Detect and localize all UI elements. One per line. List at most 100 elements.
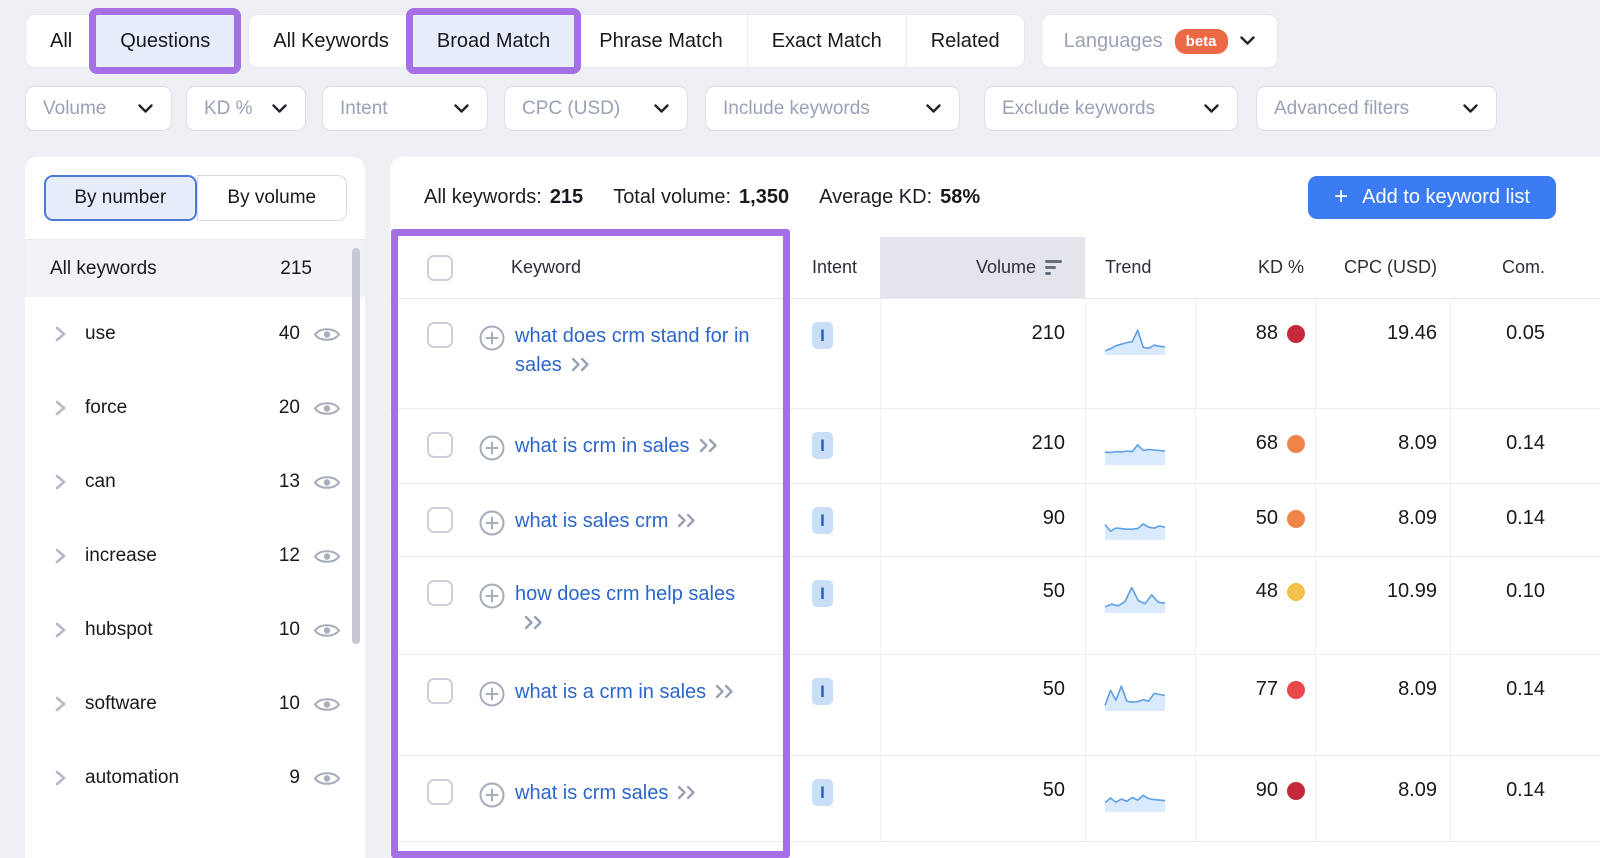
select-all-checkbox[interactable] xyxy=(427,254,453,281)
kd-value: 68 xyxy=(1255,432,1278,454)
keyword-link[interactable]: what is crm sales xyxy=(515,782,669,804)
filter-advanced[interactable]: Advanced filters xyxy=(1256,86,1497,131)
table-header: Keyword Intent Volume Trend KD % CPC (US… xyxy=(390,237,1600,299)
open-keyword-icon[interactable] xyxy=(524,615,546,630)
sidebar-item-force[interactable]: force 20 xyxy=(25,371,365,445)
eye-icon[interactable] xyxy=(313,325,341,344)
sidebar-item-software[interactable]: software 10 xyxy=(25,667,365,741)
open-keyword-icon[interactable] xyxy=(677,785,699,800)
intent-badge-informational: I xyxy=(812,507,833,534)
chevron-right-icon xyxy=(55,474,66,490)
header-volume[interactable]: Volume xyxy=(880,237,1085,298)
add-to-keyword-list-button[interactable]: + Add to keyword list xyxy=(1308,175,1556,219)
header-com: Com. xyxy=(1501,257,1545,277)
average-kd-value: 58% xyxy=(940,185,981,208)
filter-volume[interactable]: Volume xyxy=(25,86,172,131)
filter-include-keywords[interactable]: Include keywords xyxy=(705,86,960,131)
add-keyword-icon[interactable] xyxy=(478,680,506,708)
add-keyword-icon[interactable] xyxy=(478,582,506,610)
add-keyword-icon[interactable] xyxy=(478,781,506,809)
trend-sparkline xyxy=(1104,432,1166,466)
volume-value: 50 xyxy=(880,557,1085,654)
add-keyword-icon[interactable] xyxy=(478,324,506,352)
kd-dot xyxy=(1287,782,1305,800)
table-row: what is a crm in sales I 50 77 8.09 0.14 xyxy=(390,655,1600,756)
eye-icon[interactable] xyxy=(313,473,341,492)
com-value: 0.10 xyxy=(1450,557,1550,654)
row-checkbox[interactable] xyxy=(427,580,453,606)
keyword-link[interactable]: what is sales crm xyxy=(515,510,669,532)
eye-icon[interactable] xyxy=(313,621,341,640)
eye-icon[interactable] xyxy=(313,695,341,714)
row-checkbox[interactable] xyxy=(427,322,453,348)
row-checkbox[interactable] xyxy=(427,432,453,458)
add-keyword-icon[interactable] xyxy=(478,434,506,462)
row-checkbox[interactable] xyxy=(427,678,453,704)
sort-toggle: By number By volume xyxy=(44,175,347,221)
keyword-results-panel: All keywords: 215 Total volume: 1,350 Av… xyxy=(390,157,1600,858)
filter-exclude-keywords[interactable]: Exclude keywords xyxy=(984,86,1238,131)
kd-value: 50 xyxy=(1255,507,1278,529)
volume-value: 90 xyxy=(880,484,1085,556)
sort-descending-icon xyxy=(1045,260,1062,275)
sidebar-scrollbar[interactable] xyxy=(352,248,360,644)
kd-value: 77 xyxy=(1255,678,1278,700)
sidebar-item-all-keywords[interactable]: All keywords 215 xyxy=(25,240,365,297)
cpc-value: 8.09 xyxy=(1315,484,1450,556)
filter-intent[interactable]: Intent xyxy=(322,86,488,131)
group-count: 13 xyxy=(278,471,300,492)
open-keyword-icon[interactable] xyxy=(677,513,699,528)
eye-icon[interactable] xyxy=(313,547,341,566)
row-checkbox[interactable] xyxy=(427,507,453,533)
chevron-down-icon xyxy=(1204,103,1219,113)
header-trend: Trend xyxy=(1105,257,1152,277)
tab-questions[interactable]: Questions xyxy=(89,8,242,74)
trend-sparkline xyxy=(1104,507,1166,541)
total-volume-value: 1,350 xyxy=(739,185,790,208)
chevron-right-icon xyxy=(55,400,66,416)
kd-value: 88 xyxy=(1255,322,1278,344)
table-row: what is sales crm I 90 50 8.09 0.14 xyxy=(390,484,1600,557)
open-keyword-icon[interactable] xyxy=(715,684,737,699)
chevron-right-icon xyxy=(55,326,66,342)
kd-dot xyxy=(1287,681,1305,699)
tab-all-keywords[interactable]: All Keywords xyxy=(249,15,413,67)
tab-exact-match[interactable]: Exact Match xyxy=(746,15,906,67)
match-tabs-group: All Keywords Broad Match Phrase Match Ex… xyxy=(248,8,1025,74)
sidebar-item-hubspot[interactable]: hubspot 10 xyxy=(25,593,365,667)
sidebar-item-use[interactable]: use 40 xyxy=(25,297,365,371)
toggle-by-number[interactable]: By number xyxy=(44,175,197,221)
chevron-right-icon xyxy=(55,696,66,712)
header-cpc: CPC (USD) xyxy=(1344,257,1437,277)
group-count: 12 xyxy=(278,545,300,566)
toggle-by-volume[interactable]: By volume xyxy=(196,175,347,221)
chevron-right-icon xyxy=(55,622,66,638)
sidebar-item-can[interactable]: can 13 xyxy=(25,445,365,519)
tab-related[interactable]: Related xyxy=(905,15,1024,67)
languages-dropdown[interactable]: Languages beta xyxy=(1040,14,1278,68)
keyword-link[interactable]: how does crm help sales xyxy=(515,583,736,605)
row-checkbox[interactable] xyxy=(427,779,453,805)
sidebar-item-increase[interactable]: increase 12 xyxy=(25,519,365,593)
keyword-link[interactable]: what does crm stand for in sales xyxy=(515,325,750,376)
table-row: what does crm stand for in sales I 210 8… xyxy=(390,299,1600,409)
tab-broad-match[interactable]: Broad Match xyxy=(405,8,582,74)
open-keyword-icon[interactable] xyxy=(699,438,721,453)
cpc-value: 8.09 xyxy=(1315,655,1450,755)
eye-icon[interactable] xyxy=(313,769,341,788)
kd-value: 48 xyxy=(1255,580,1278,602)
keyword-link[interactable]: what is a crm in sales xyxy=(515,681,707,703)
tab-phrase-match[interactable]: Phrase Match xyxy=(574,15,746,67)
add-keyword-icon[interactable] xyxy=(478,509,506,537)
intent-badge-informational: I xyxy=(812,322,833,349)
cpc-value: 10.99 xyxy=(1315,557,1450,654)
filter-kd[interactable]: KD % xyxy=(186,86,306,131)
volume-value: 50 xyxy=(880,756,1085,841)
sidebar-item-automation[interactable]: automation 9 xyxy=(25,741,365,815)
filter-cpc[interactable]: CPC (USD) xyxy=(504,86,688,131)
eye-icon[interactable] xyxy=(313,399,341,418)
keyword-link[interactable]: what is crm in sales xyxy=(515,435,690,457)
open-keyword-icon[interactable] xyxy=(571,357,593,372)
chevron-down-icon xyxy=(654,103,669,113)
tab-all[interactable]: All xyxy=(26,15,96,67)
